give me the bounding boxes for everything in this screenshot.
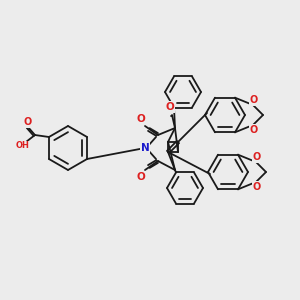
Text: O: O <box>136 114 146 124</box>
Text: O: O <box>166 102 174 112</box>
Text: O: O <box>250 125 258 135</box>
Text: O: O <box>250 95 258 105</box>
Text: O: O <box>253 182 261 192</box>
Text: O: O <box>253 152 261 162</box>
Text: O: O <box>24 117 32 127</box>
Text: O: O <box>136 172 146 182</box>
Text: N: N <box>141 143 149 153</box>
Text: OH: OH <box>16 142 30 151</box>
